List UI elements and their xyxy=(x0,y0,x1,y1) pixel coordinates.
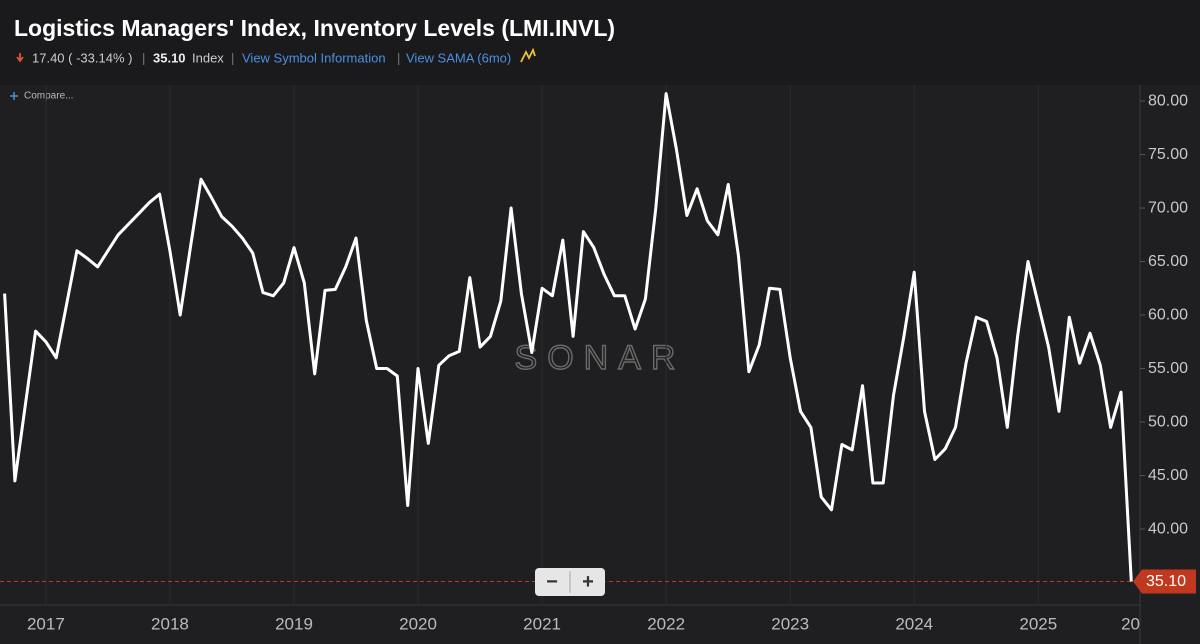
x-tick-label: 20 xyxy=(1121,615,1140,634)
down-arrow xyxy=(16,53,24,63)
y-tick-label: 70.00 xyxy=(1148,200,1188,217)
y-tick-label: 50.00 xyxy=(1148,414,1188,431)
y-tick-label: 55.00 xyxy=(1148,360,1188,377)
last-value-tag xyxy=(1133,569,1196,594)
x-tick-label: 2021 xyxy=(523,615,561,634)
plus-icon xyxy=(10,92,18,100)
y-tick-label: 40.00 xyxy=(1148,521,1188,538)
last-value-label: 35.10 xyxy=(1146,573,1186,590)
unit: Index xyxy=(192,51,224,66)
x-tick-label: 2017 xyxy=(27,615,65,634)
separator: | xyxy=(397,51,400,66)
separator: | xyxy=(231,51,234,66)
sama-icon xyxy=(520,47,536,63)
title: Logistics Managers' Index, Inventory Lev… xyxy=(14,15,615,41)
y-tick-label: 75.00 xyxy=(1148,146,1188,163)
link[interactable]: View Symbol Information xyxy=(242,51,386,66)
y-tick-label: 80.00 xyxy=(1148,93,1188,110)
x-tick-label: 2024 xyxy=(895,615,933,634)
header-bg xyxy=(0,0,1200,85)
watermark: SONAR xyxy=(515,339,686,377)
x-tick-label: 2020 xyxy=(399,615,437,634)
x-tick-label: 2022 xyxy=(647,615,685,634)
link[interactable]: View SAMA (6mo) xyxy=(406,51,511,66)
change: 17.40 ( -33.14% ) xyxy=(32,51,132,66)
x-tick-label: 2025 xyxy=(1019,615,1057,634)
last-value: 35.10 xyxy=(153,51,186,66)
separator: | xyxy=(142,51,145,66)
y-tick-label: 65.00 xyxy=(1148,253,1188,270)
y-tick-label: 45.00 xyxy=(1148,467,1188,484)
compare[interactable]: Compare... xyxy=(24,91,73,102)
y-tick-label: 60.00 xyxy=(1148,307,1188,324)
zoom-out[interactable]: − xyxy=(546,571,558,593)
line xyxy=(3,92,1133,582)
x-tick-label: 2019 xyxy=(275,615,313,634)
zoom-in[interactable]: + xyxy=(582,571,594,593)
x-tick-label: 2023 xyxy=(771,615,809,634)
x-tick-label: 2018 xyxy=(151,615,189,634)
